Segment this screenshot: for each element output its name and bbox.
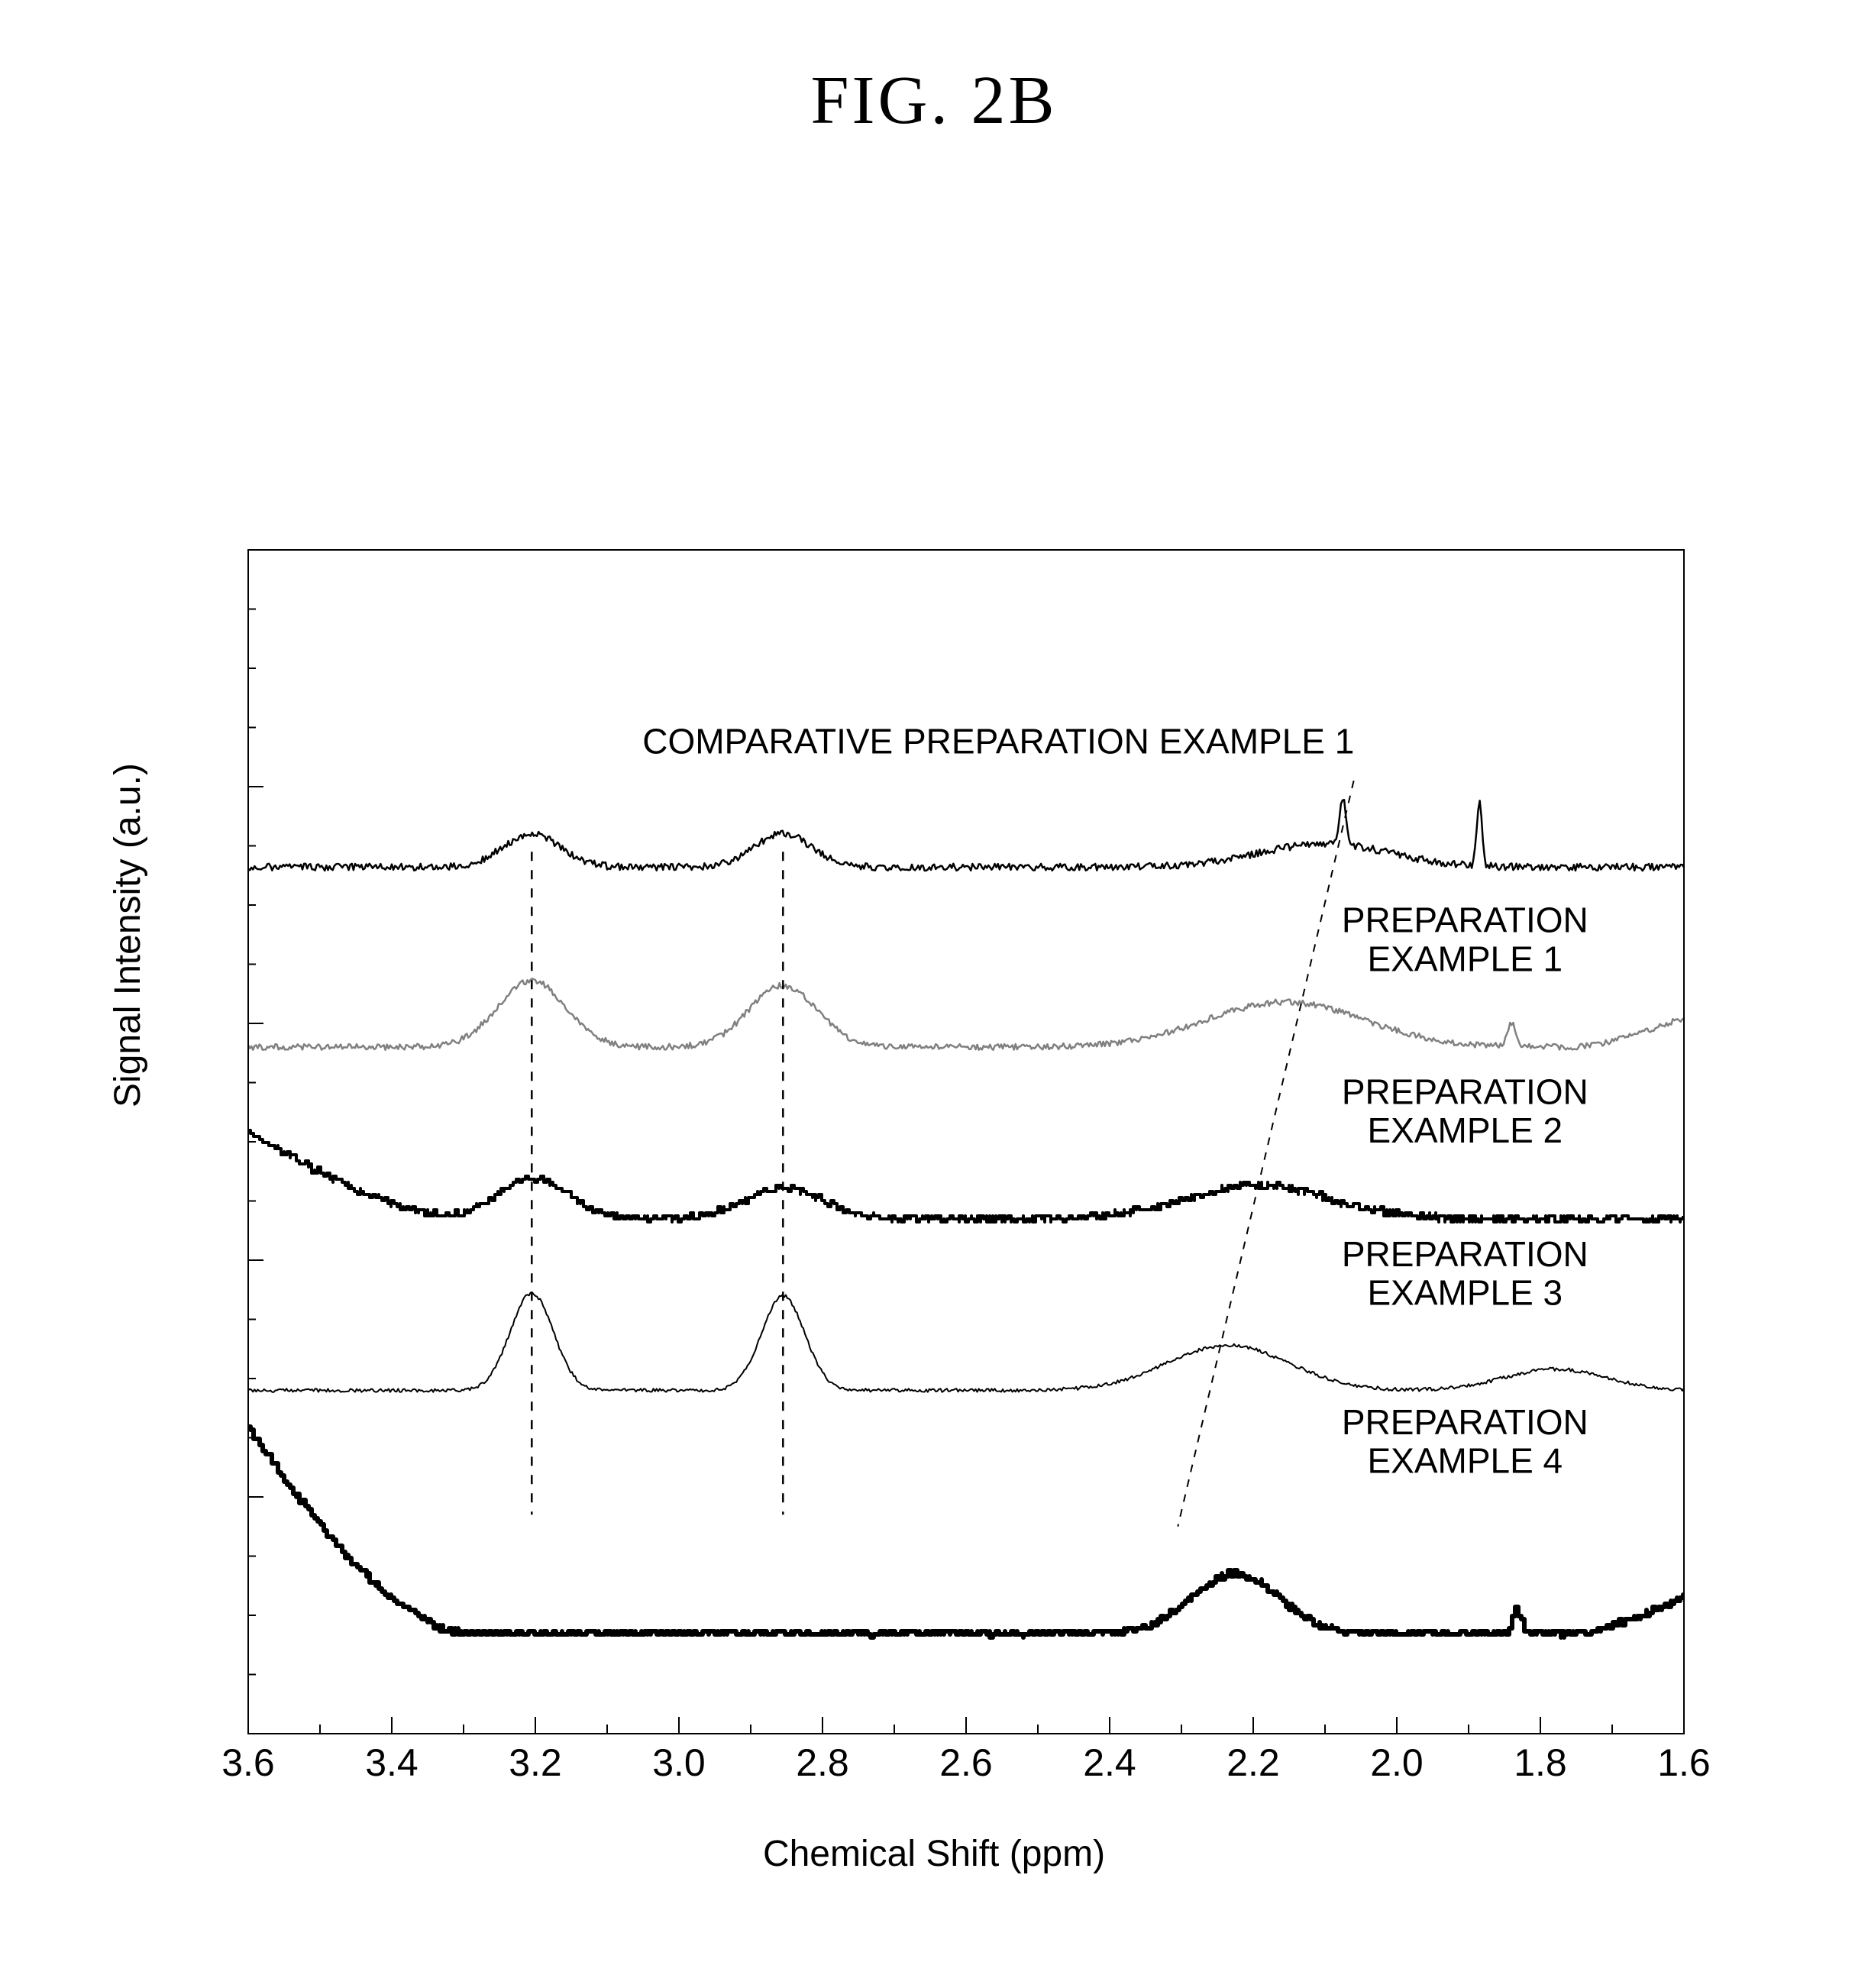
trace-comparative_prep_ex_1 xyxy=(248,800,1684,871)
trace-label: PREPARATION xyxy=(1342,900,1588,940)
svg-text:2.6: 2.6 xyxy=(939,1741,993,1784)
shift-trend-line xyxy=(1178,781,1353,1527)
nmr-chart: 3.6 3.4 3.2 3.0 2.8 2.6 2.4 2.2 2.0 1.8 1.6 COMPARA… xyxy=(0,0,1868,1988)
trace-label: EXAMPLE 4 xyxy=(1367,1440,1563,1480)
svg-text:1.6: 1.6 xyxy=(1657,1741,1711,1784)
trace-label: EXAMPLE 1 xyxy=(1367,939,1563,978)
svg-text:3.0: 3.0 xyxy=(652,1741,706,1784)
svg-text:3.6: 3.6 xyxy=(221,1741,275,1784)
trace-label: EXAMPLE 2 xyxy=(1367,1110,1563,1150)
svg-text:2.8: 2.8 xyxy=(796,1741,849,1784)
svg-text:3.4: 3.4 xyxy=(365,1741,419,1784)
figure-page: FIG. 2B Signal Intensity (a.u.) Chemical… xyxy=(0,0,1868,1988)
svg-text:2.0: 2.0 xyxy=(1370,1741,1424,1784)
svg-text:2.4: 2.4 xyxy=(1083,1741,1136,1784)
svg-text:1.8: 1.8 xyxy=(1514,1741,1567,1784)
trace-label: PREPARATION xyxy=(1342,1234,1588,1274)
trace-label: PREPARATION xyxy=(1342,1072,1588,1111)
trace-label: PREPARATION xyxy=(1342,1402,1588,1442)
svg-text:3.2: 3.2 xyxy=(509,1741,562,1784)
trace-label: COMPARATIVE PREPARATION EXAMPLE 1 xyxy=(642,722,1354,761)
svg-text:2.2: 2.2 xyxy=(1226,1741,1280,1784)
trace-label: EXAMPLE 3 xyxy=(1367,1272,1563,1312)
trace-prep_ex_1 xyxy=(248,978,1684,1049)
